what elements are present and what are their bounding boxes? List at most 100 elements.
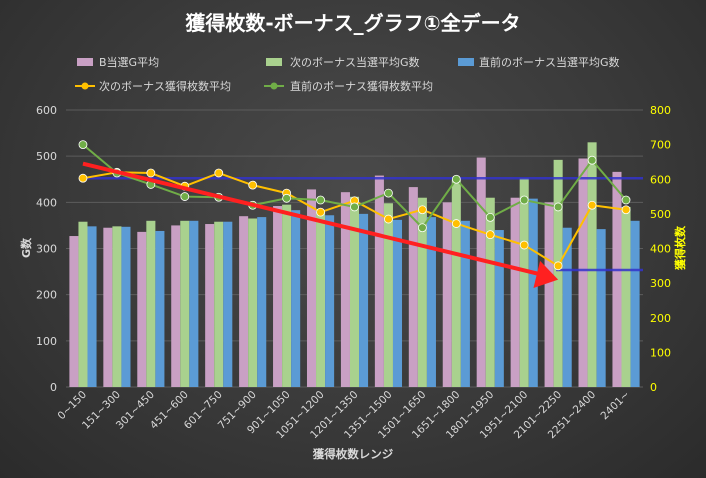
- line-point-s1-14: [553, 202, 563, 212]
- legend-label-prev-g: 直前のボーナス当選平均G数: [479, 55, 620, 69]
- legend-label-prev-coins: 直前のボーナス獲得枚数平均: [290, 79, 433, 93]
- x-tick-16: 2401~: [599, 389, 633, 423]
- y-right-tick-300: 300: [650, 277, 671, 290]
- line-point-s0-11: [451, 219, 461, 228]
- y-left-tick-500: 500: [36, 150, 57, 163]
- line-point-s0-7: [316, 207, 325, 217]
- reference-lines: [82, 176, 643, 272]
- line-point-s1-9: [384, 188, 393, 198]
- bar-s0-8: [340, 192, 350, 387]
- bar-s2-5: [257, 217, 267, 387]
- bar-s0-12: [476, 157, 486, 387]
- bar-s1-16: [621, 206, 631, 387]
- legend-label-next-g: 次のボーナス当選平均G数: [290, 55, 420, 69]
- line-point-s1-3: [180, 192, 190, 201]
- bar-s2-16: [630, 220, 640, 387]
- line-point-s1-8: [350, 202, 359, 212]
- line-point-s0-5: [248, 180, 258, 190]
- line-point-s0-4: [214, 168, 224, 178]
- bar-s1-2: [146, 220, 156, 387]
- y-left-tick-0: 0: [50, 381, 57, 394]
- y-right-tick-0: 0: [650, 381, 657, 394]
- line-point-s0-0: [78, 173, 88, 183]
- y-left-tick-200: 200: [36, 289, 57, 302]
- legend-label-b-avg: B当選G平均: [99, 55, 159, 69]
- bar-s2-15: [596, 229, 606, 387]
- bar-s1-1: [112, 226, 122, 387]
- legend: B当選G平均 次のボーナス当選平均G数 直前のボーナス当選平均G数 次のボーナス…: [75, 55, 620, 93]
- legend-item-b-avg: B当選G平均: [77, 55, 159, 69]
- arrow-head: [533, 260, 559, 289]
- y-left-tick-400: 400: [36, 196, 57, 209]
- line-point-s1-0: [78, 140, 88, 150]
- legend-marker-next-coins: [81, 82, 89, 90]
- y-right-tick-700: 700: [650, 139, 671, 152]
- bar-s2-3: [189, 220, 199, 387]
- bar-s1-7: [316, 211, 326, 387]
- y-right-tick-500: 500: [650, 208, 671, 221]
- y-left-tick-100: 100: [36, 335, 57, 348]
- bar-s2-13: [528, 198, 538, 387]
- bar-s1-0: [78, 221, 88, 387]
- legend-item-next-coins: 次のボーナス獲得枚数平均: [75, 79, 231, 93]
- bar-s0-13: [510, 197, 520, 387]
- line-point-s1-13: [519, 195, 529, 205]
- bar-s1-6: [282, 204, 292, 387]
- bar-s2-2: [155, 230, 165, 387]
- bar-s0-2: [137, 231, 147, 387]
- line-point-s0-10: [417, 205, 427, 215]
- annotation-arrow: [82, 161, 559, 289]
- y-axis-right-ticks: 0 100 200 300 400 500 600 700 800: [650, 104, 671, 394]
- bar-s0-10: [408, 187, 418, 387]
- bar-s1-14: [553, 159, 563, 387]
- bar-s0-6: [273, 206, 283, 387]
- bar-s1-10: [417, 197, 427, 387]
- bar-s2-4: [223, 221, 233, 387]
- y-axis-left-ticks: 0 100 200 300 400 500 600: [36, 104, 57, 394]
- y-right-tick-100: 100: [650, 346, 671, 359]
- line-point-s1-12: [485, 212, 495, 222]
- bar-s2-10: [426, 217, 436, 387]
- legend-swatch-prev-g: [458, 58, 474, 66]
- bar-s1-3: [180, 220, 190, 387]
- bar-s0-0: [69, 236, 79, 387]
- y-right-tick-800: 800: [650, 104, 671, 117]
- y-axis-left-title: G数: [19, 237, 33, 258]
- line-point-s0-13: [519, 240, 529, 250]
- y-right-tick-200: 200: [650, 312, 671, 325]
- line-point-s1-11: [451, 174, 461, 184]
- x-tick-0: 0~150: [55, 389, 89, 423]
- line-point-s1-7: [316, 195, 325, 205]
- y-left-tick-600: 600: [36, 104, 57, 117]
- bar-s1-12: [485, 197, 495, 387]
- bar-s1-15: [587, 142, 597, 387]
- bar-s2-14: [562, 227, 572, 387]
- legend-swatch-next-g: [266, 58, 282, 66]
- chart-title: 獲得枚数-ボーナス_グラフ①全データ: [185, 11, 520, 35]
- bar-s1-9: [383, 203, 393, 387]
- bar-s0-16: [612, 171, 622, 387]
- line-point-s0-2: [146, 168, 156, 178]
- bar-s2-0: [87, 226, 97, 387]
- legend-swatch-b-avg: [77, 58, 93, 66]
- bar-s0-15: [578, 158, 588, 387]
- bar-s2-11: [460, 220, 470, 387]
- line-point-s1-10: [417, 223, 427, 233]
- legend-item-prev-coins: 直前のボーナス獲得枚数平均: [264, 79, 433, 93]
- bar-s1-13: [519, 178, 529, 387]
- bar-s1-4: [214, 221, 224, 387]
- bar-s0-11: [442, 202, 452, 387]
- bar-s2-6: [291, 210, 301, 387]
- line-point-s1-6: [282, 193, 292, 203]
- line-point-s0-12: [485, 230, 495, 240]
- bar-s2-12: [494, 230, 504, 387]
- bar-s0-14: [544, 202, 554, 387]
- legend-item-prev-g: 直前のボーナス当選平均G数: [458, 55, 620, 69]
- x-axis-title: 獲得枚数レンジ: [313, 447, 394, 461]
- line-point-s0-16: [621, 205, 631, 215]
- bar-s0-3: [171, 225, 181, 387]
- bar-s1-8: [349, 196, 360, 387]
- legend-label-next-coins: 次のボーナス獲得枚数平均: [99, 79, 231, 93]
- line-point-s0-14: [553, 261, 563, 271]
